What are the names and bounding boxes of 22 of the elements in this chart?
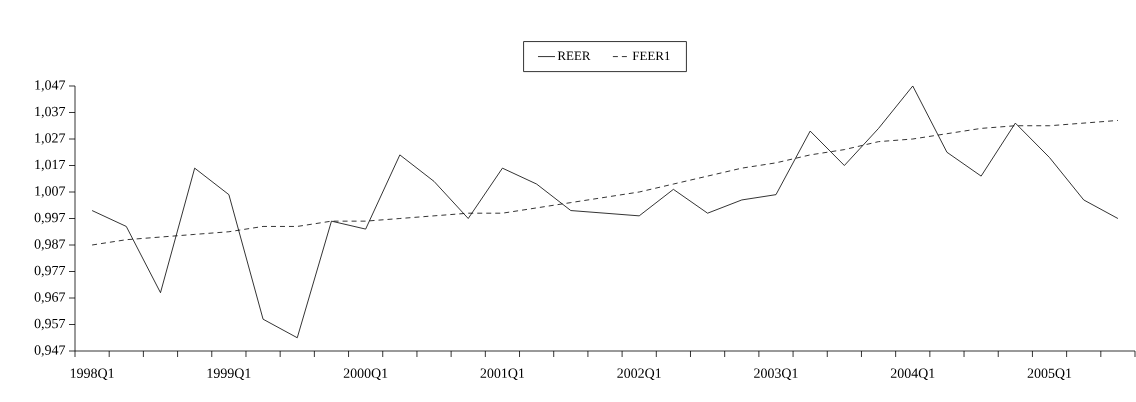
legend-label: REER (557, 51, 591, 61)
y-tick-label: 0,987 (34, 239, 66, 251)
y-tick-label: 0,967 (34, 292, 66, 304)
y-tick-label: 0,997 (34, 212, 66, 225)
y-tick-label: 0,977 (34, 265, 66, 278)
x-tick-label: 2001Q1 (480, 368, 525, 381)
x-tick-label: 1998Q1 (70, 368, 114, 381)
y-tick-label: 1,027 (35, 133, 66, 145)
x-tick-label: 2002Q1 (617, 368, 661, 381)
x-tick-label: 2005Q1 (1027, 368, 1072, 381)
y-tick-label: 1,037 (35, 106, 66, 119)
y-tick-label: 0,947 (34, 345, 66, 357)
legend-label: FEER1 (632, 51, 670, 61)
y-tick-label: 1,017 (35, 159, 66, 172)
y-tick-label: 0,957 (34, 318, 66, 331)
x-tick-label: 1999Q1 (207, 368, 251, 381)
x-tick-label: 2000Q1 (343, 368, 388, 381)
y-tick-label: 1,007 (35, 186, 66, 198)
x-tick-label: 2003Q1 (754, 368, 798, 381)
y-tick-label: 1,047 (35, 80, 66, 92)
x-tick-label: 2004Q1 (890, 368, 935, 381)
line-series (91, 85, 1119, 339)
